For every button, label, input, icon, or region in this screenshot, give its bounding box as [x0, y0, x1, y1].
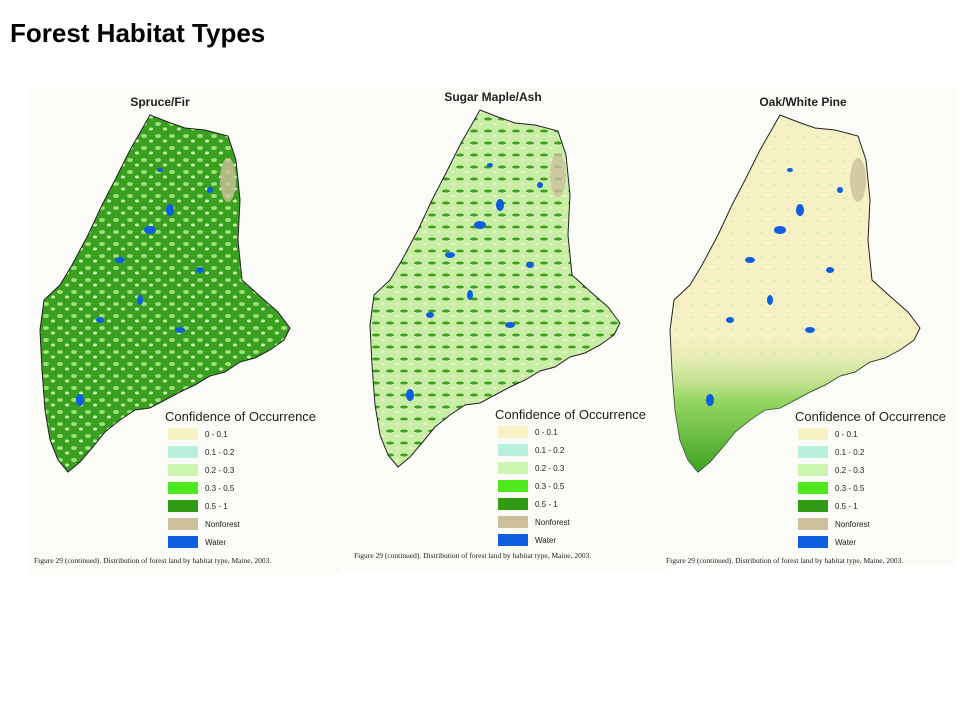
lake	[537, 182, 543, 188]
legend-label: 0 - 0.1	[205, 430, 228, 439]
legend-label: Nonforest	[835, 520, 870, 529]
legend-label: 0 - 0.1	[835, 430, 858, 439]
map-title: Spruce/Fir	[130, 95, 190, 109]
figure-caption: Figure 29 (continued). Distribution of f…	[354, 551, 591, 560]
state-map	[669, 114, 921, 473]
legend-swatch	[798, 518, 828, 530]
legend-swatch	[168, 464, 198, 476]
legend-title: Confidence of Occurrence	[495, 407, 646, 422]
legend-label: 0.1 - 0.2	[835, 448, 865, 457]
legend-label: 0.2 - 0.3	[535, 464, 565, 473]
lake	[467, 290, 473, 300]
legend-label: Water	[835, 538, 856, 547]
legend-swatch	[498, 480, 528, 492]
legend-swatch	[498, 498, 528, 510]
slide-title: Forest Habitat Types	[10, 18, 265, 48]
legend-title: Confidence of Occurrence	[795, 409, 946, 424]
map-panels: Spruce/Fir Confidence of Occurrence 0 - 0.…	[28, 88, 956, 575]
lake	[76, 394, 84, 406]
lake	[406, 389, 414, 401]
legend-swatch	[498, 534, 528, 546]
lake	[175, 327, 185, 333]
legend-label: 0.1 - 0.2	[205, 448, 235, 457]
lake	[207, 187, 213, 193]
lake	[115, 257, 125, 263]
lake	[805, 327, 815, 333]
legend-swatch	[168, 428, 198, 440]
legend-label: 0.5 - 1	[535, 500, 558, 509]
legend-label: 0.2 - 0.3	[835, 466, 865, 475]
lake	[474, 221, 486, 229]
nonforest-area	[550, 153, 566, 197]
legend-label: 0.3 - 0.5	[535, 482, 565, 491]
state-map	[369, 109, 621, 468]
lake	[166, 204, 174, 216]
lake	[826, 267, 834, 273]
lake	[526, 262, 534, 268]
legend-label: 0 - 0.1	[535, 428, 558, 437]
figure-caption: Figure 29 (continued). Distribution of f…	[34, 556, 271, 565]
lake	[787, 168, 793, 172]
legend-label: Nonforest	[205, 520, 240, 529]
legend-swatch	[168, 500, 198, 512]
legend-swatch	[498, 516, 528, 528]
legend-swatch	[168, 482, 198, 494]
legend-swatch	[498, 444, 528, 456]
lake	[774, 226, 786, 234]
legend-label: 0.3 - 0.5	[205, 484, 235, 493]
legend-label: Nonforest	[535, 518, 570, 527]
map-title: Sugar Maple/Ash	[444, 90, 541, 104]
legend-label: Water	[205, 538, 226, 547]
state-map	[39, 114, 291, 473]
figure-caption: Figure 29 (continued). Distribution of f…	[666, 556, 903, 565]
legend-title: Confidence of Occurrence	[165, 409, 316, 424]
legend-swatch	[168, 446, 198, 458]
lake	[796, 204, 804, 216]
map-panel: Sugar Maple/Ash Confidence of Occurrence 0…	[340, 88, 668, 570]
lake	[96, 317, 104, 323]
lake	[706, 394, 714, 406]
lake	[426, 312, 434, 318]
lake	[837, 187, 843, 193]
legend-swatch	[798, 464, 828, 476]
nonforest-area	[850, 158, 866, 202]
legend-label: 0.2 - 0.3	[205, 466, 235, 475]
lake	[496, 199, 504, 211]
legend-swatch	[798, 428, 828, 440]
lake	[726, 317, 734, 323]
legend-label: 0.3 - 0.5	[835, 484, 865, 493]
legend-label: 0.1 - 0.2	[535, 446, 565, 455]
legend-swatch	[798, 482, 828, 494]
lake	[157, 168, 163, 172]
lake	[137, 295, 143, 305]
lake	[445, 252, 455, 258]
lake	[144, 226, 156, 234]
legend-label: Water	[535, 536, 556, 545]
legend-swatch	[798, 446, 828, 458]
map-panel: Spruce/Fir Confidence of Occurrence 0 - 0.…	[28, 88, 340, 575]
map-title: Oak/White Pine	[759, 95, 847, 109]
lake	[196, 267, 204, 273]
nonforest-area	[220, 158, 236, 202]
lake	[745, 257, 755, 263]
legend-swatch	[798, 500, 828, 512]
legend-swatch	[168, 518, 198, 530]
lake	[487, 163, 493, 167]
legend-swatch	[498, 462, 528, 474]
legend-swatch	[498, 426, 528, 438]
lake	[505, 322, 515, 328]
legend-swatch	[168, 536, 198, 548]
legend-label: 0.5 - 1	[835, 502, 858, 511]
legend-swatch	[798, 536, 828, 548]
legend-label: 0.5 - 1	[205, 502, 228, 511]
map-panel: Oak/White Pine Confidence of Occurrence 0 …	[660, 88, 956, 566]
lake	[767, 295, 773, 305]
